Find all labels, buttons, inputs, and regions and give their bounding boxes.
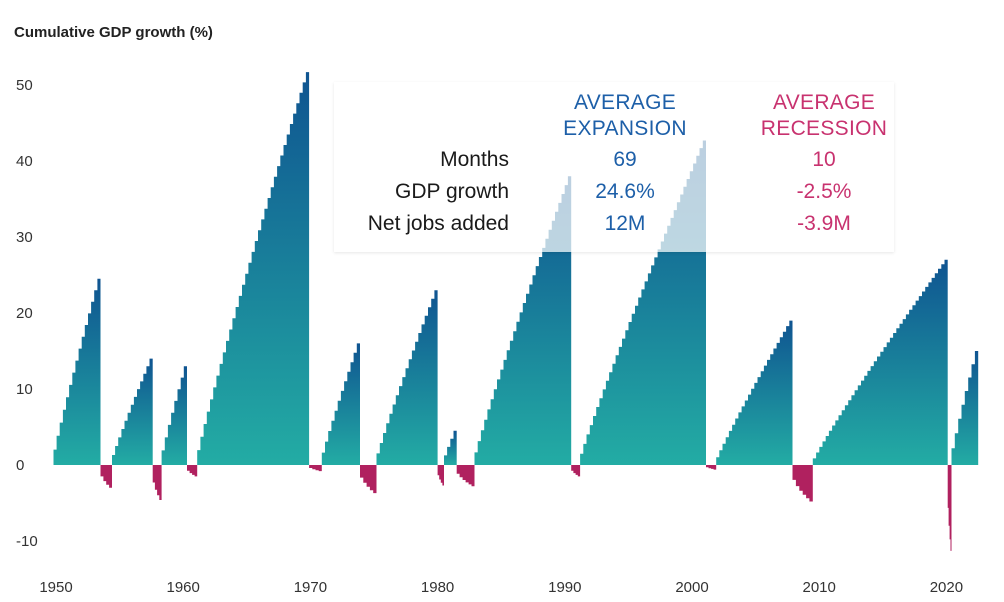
expansion-period-12 <box>951 351 979 465</box>
expansion-months: 69 <box>613 148 637 171</box>
x-tick-label: 1960 <box>167 579 200 596</box>
y-tick-label: -10 <box>16 533 38 550</box>
x-axis: 1950 1960 1970 1980 1990 2000 2010 2020 <box>39 579 963 596</box>
recession-period-7 <box>456 465 475 487</box>
expansion-period-10 <box>716 320 793 465</box>
row-label-months: Months <box>440 148 509 171</box>
x-tick-label: 1970 <box>294 579 327 596</box>
row-label-gdp-growth: GDP growth <box>395 180 509 203</box>
expansion-net-jobs: 12M <box>604 212 646 235</box>
average-stats-table: AVERAGE EXPANSION AVERAGE RECESSION Mont… <box>334 82 894 252</box>
expansion-period-5 <box>321 343 360 465</box>
x-tick-label: 2000 <box>675 579 708 596</box>
recession-header-line-2: RECESSION <box>760 117 888 140</box>
recession-period-6 <box>437 465 444 486</box>
expansion-gdp-growth: 24.6% <box>595 180 655 203</box>
expansion-period-6 <box>376 290 438 465</box>
expansion-period-3 <box>161 366 187 465</box>
expansion-header-line-1: AVERAGE <box>573 91 677 114</box>
y-tick-label: 30 <box>16 229 33 246</box>
recession-gdp-growth: -2.5% <box>796 180 852 203</box>
expansion-period-4 <box>197 72 310 465</box>
row-label-net-jobs: Net jobs added <box>367 212 509 235</box>
recession-period-4 <box>309 465 322 472</box>
chart-title: Cumulative GDP growth (%) <box>14 24 213 41</box>
recession-period-3 <box>187 465 198 477</box>
expansion-period-7 <box>444 430 457 465</box>
expansion-period-11 <box>812 259 948 465</box>
recession-period-1 <box>100 465 112 488</box>
recession-header: AVERAGE RECESSION <box>734 90 914 142</box>
expansion-period-2 <box>112 358 153 465</box>
recession-period-10 <box>792 465 813 502</box>
recession-header-line-1: AVERAGE <box>772 91 876 114</box>
y-tick-label: 50 <box>16 77 33 94</box>
recession-period-11 <box>947 465 952 551</box>
recession-months: 10 <box>812 148 836 171</box>
recession-period-9 <box>706 465 717 470</box>
stats-backdrop <box>334 82 894 252</box>
recession-period-5 <box>360 465 377 494</box>
expansion-header: AVERAGE EXPANSION <box>535 90 715 142</box>
expansion-header-line-2: EXPANSION <box>563 117 687 140</box>
x-tick-label: 1950 <box>39 579 72 596</box>
y-axis: 50 40 30 20 10 0 -10 <box>16 77 38 550</box>
y-tick-label: 20 <box>16 305 33 322</box>
x-tick-label: 1990 <box>548 579 581 596</box>
recession-period-2 <box>152 465 162 500</box>
x-tick-label: 2010 <box>803 579 836 596</box>
x-tick-label: 1980 <box>421 579 454 596</box>
recession-period-8 <box>571 465 581 477</box>
expansion-period-1 <box>53 278 101 465</box>
x-tick-label: 2020 <box>930 579 963 596</box>
recession-net-jobs: -3.9M <box>797 212 851 235</box>
y-tick-label: 40 <box>16 153 33 170</box>
y-tick-label: 10 <box>16 381 33 398</box>
y-tick-label: 0 <box>16 457 24 474</box>
